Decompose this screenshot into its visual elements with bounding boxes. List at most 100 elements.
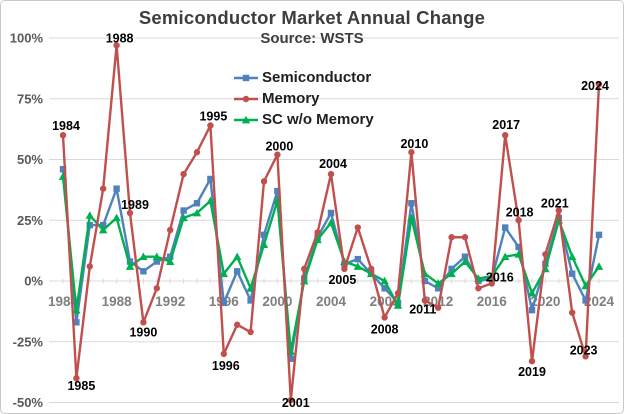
annotation-2017: 2017 [492, 118, 520, 132]
data-point [59, 166, 67, 173]
data-point [488, 280, 495, 287]
y-axis-label: 100% [10, 31, 44, 46]
data-point [100, 185, 107, 192]
data-point [448, 265, 455, 273]
data-point [368, 265, 375, 273]
data-point [192, 208, 202, 217]
data-point [394, 289, 402, 297]
data-point [274, 151, 281, 158]
data-point [166, 257, 175, 265]
annotation-1985: 1985 [67, 379, 95, 393]
data-point [408, 200, 415, 207]
data-point [219, 269, 228, 278]
data-point [581, 281, 590, 290]
legend-item-semiconductor: Semiconductor [233, 67, 374, 88]
annotation-2021: 2021 [541, 197, 569, 211]
data-point [515, 217, 522, 224]
data-point [542, 251, 549, 258]
legend-label: Semiconductor [262, 69, 372, 86]
data-point [167, 226, 174, 234]
data-point [353, 262, 362, 270]
chart-legend: Semiconductor Memory SC w/o Memory [233, 67, 374, 130]
data-point [314, 229, 321, 236]
data-point [140, 268, 147, 275]
data-point [179, 213, 188, 222]
data-point [234, 268, 241, 275]
annotation-2005: 2005 [328, 273, 356, 287]
data-point [568, 252, 577, 261]
data-point [528, 357, 536, 365]
annotation-1995: 1995 [199, 109, 227, 123]
data-point [153, 258, 160, 265]
data-point [434, 279, 443, 287]
data-point [220, 299, 227, 307]
annotation-2010: 2010 [400, 137, 428, 151]
data-point [72, 305, 81, 314]
y-axis-label: 50% [17, 152, 43, 167]
data-point [435, 285, 442, 292]
annotation-2001: 2001 [282, 396, 310, 410]
data-point [125, 262, 135, 270]
annotation-1988: 1988 [106, 31, 134, 45]
data-point [354, 255, 361, 263]
data-point [259, 240, 269, 248]
data-point [85, 211, 94, 219]
data-point [515, 243, 522, 251]
data-point [502, 132, 509, 139]
data-point [354, 224, 361, 231]
data-point [475, 285, 482, 292]
data-point [207, 175, 214, 183]
data-point [461, 253, 469, 260]
data-point [528, 306, 536, 314]
data-point [86, 221, 93, 229]
data-point [260, 178, 268, 185]
legend-item-memory: Memory [233, 88, 374, 109]
annotation-2023: 2023 [570, 343, 598, 357]
data-point [380, 276, 389, 285]
data-point [180, 207, 187, 214]
annotation-2016: 2016 [486, 270, 514, 284]
annotation-2019: 2019 [518, 365, 546, 379]
data-point [73, 319, 80, 326]
x-axis-label: 2004 [316, 294, 347, 309]
annotation-2024: 2024 [581, 79, 609, 93]
data-point [99, 225, 108, 234]
legend-item-sc-w-o-memory: SC w/o Memory [233, 109, 374, 130]
data-point [247, 328, 254, 336]
data-point [112, 213, 121, 222]
chart-title: Semiconductor Market Annual Change [138, 7, 486, 28]
circle-legend-marker-icon [234, 95, 258, 102]
data-point [113, 185, 120, 192]
triangle-legend-marker-icon [234, 115, 258, 123]
square-legend-marker-icon [234, 74, 258, 81]
data-point [193, 200, 201, 207]
legend-label: Memory [262, 90, 320, 107]
data-point [220, 350, 227, 358]
data-point [514, 250, 523, 258]
data-point [206, 196, 215, 205]
data-point [246, 284, 255, 292]
annotation-2004: 2004 [319, 157, 347, 171]
x-axis-label: 1988 [102, 294, 133, 309]
data-point [152, 252, 161, 261]
data-point [595, 80, 603, 88]
data-point [408, 149, 415, 156]
data-point [381, 314, 388, 321]
data-point [326, 218, 336, 227]
data-point [139, 252, 148, 261]
annotation-2011: 2011 [409, 302, 436, 316]
data-point [582, 297, 589, 304]
x-axis-label: 2024 [584, 294, 615, 309]
data-point [595, 231, 603, 239]
data-point [542, 260, 549, 268]
data-point [501, 252, 510, 261]
annotation-1996: 1996 [212, 359, 240, 373]
data-point [260, 231, 268, 239]
data-point [140, 319, 147, 326]
y-axis-label: 75% [17, 91, 43, 106]
data-point [234, 321, 241, 328]
x-axis-label: 1992 [155, 294, 185, 309]
data-point [381, 285, 388, 292]
data-point [193, 149, 201, 156]
